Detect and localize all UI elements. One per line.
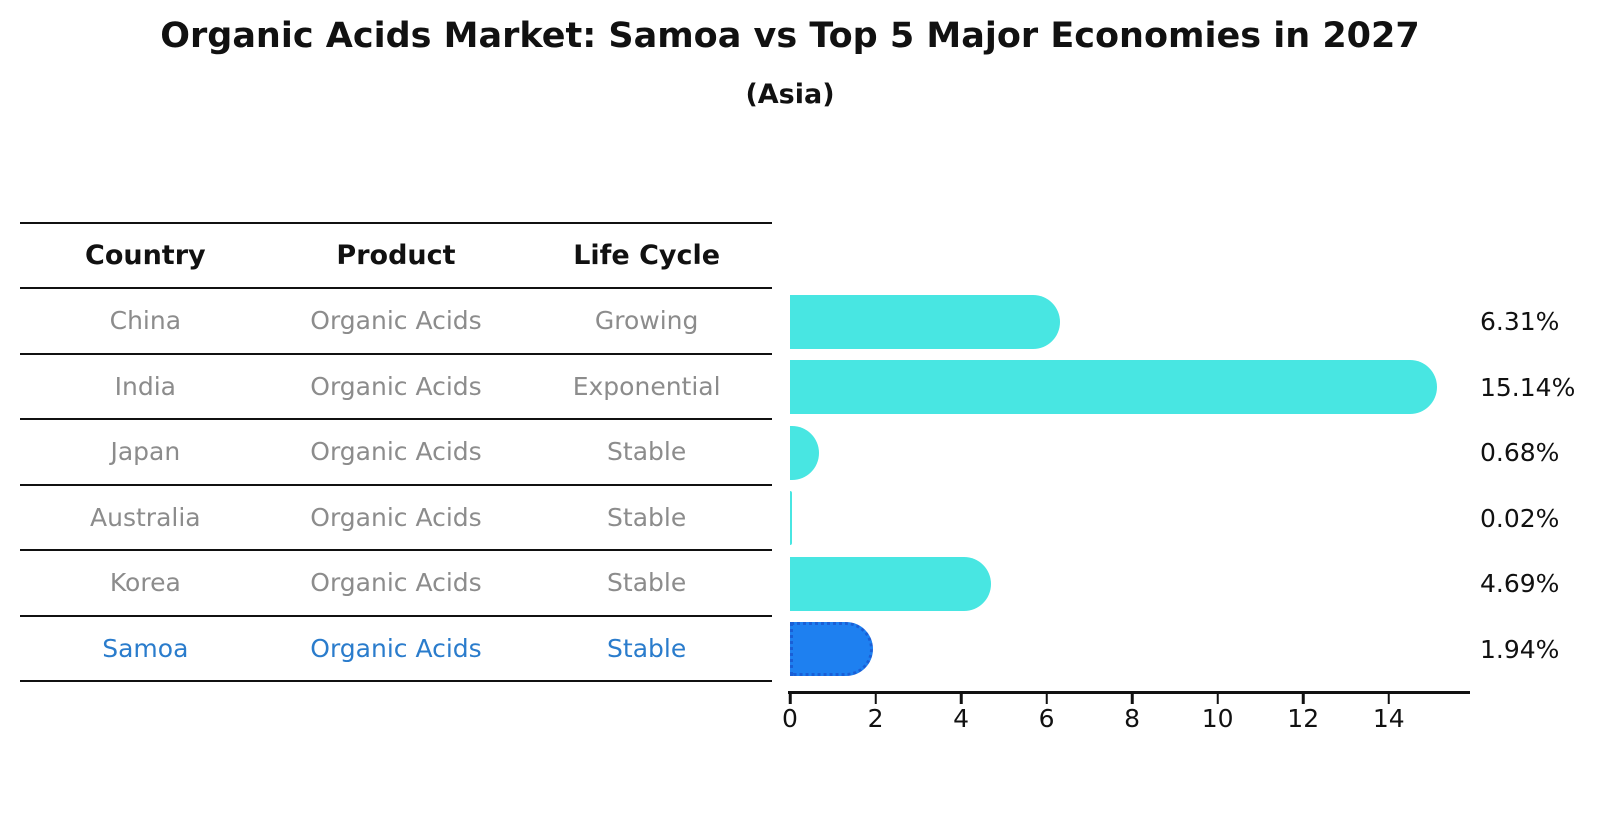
x-tick-label: 4	[953, 704, 970, 733]
bar-row	[790, 486, 1470, 552]
cell-product: Organic Acids	[310, 633, 482, 663]
cell-product: Organic Acids	[310, 306, 482, 336]
cell-life-cycle: Stable	[607, 633, 687, 663]
table-row-china: China Organic Acids Growing	[20, 289, 772, 355]
table-row-india: India Organic Acids Exponential	[20, 355, 772, 420]
bar-china	[790, 294, 1060, 349]
value-label-japan: 0.68%	[1480, 438, 1560, 468]
x-tick-mark	[1045, 694, 1048, 704]
value-label-australia: 0.02%	[1480, 503, 1560, 533]
x-tick-label: 8	[1124, 704, 1141, 733]
bar-plot-area	[790, 289, 1470, 682]
x-tick-label: 14	[1372, 704, 1405, 733]
page-title: Organic Acids Market: Samoa vs Top 5 Maj…	[160, 16, 1420, 56]
x-axis-tick-labels: 0 2 4 6 8 10 12 14	[782, 704, 1470, 734]
value-label-india: 15.14%	[1480, 372, 1576, 402]
header-cell-country: Country	[85, 240, 206, 271]
bar-row	[790, 551, 1470, 617]
page-subtitle: (Asia)	[745, 79, 835, 110]
cell-life-cycle: Stable	[607, 437, 687, 467]
data-table: Country Product Life Cycle China Organic…	[20, 222, 772, 682]
x-tick-label: 10	[1201, 704, 1234, 733]
bar-india	[790, 360, 1438, 415]
table-row-australia: Australia Organic Acids Stable	[20, 486, 772, 551]
cell-product: Organic Acids	[310, 568, 482, 598]
bar-korea	[790, 556, 991, 611]
bar-row	[790, 355, 1470, 421]
x-tick-label: 0	[782, 704, 798, 733]
cell-country: China	[109, 306, 182, 336]
bar-japan	[790, 425, 820, 480]
bar-samoa-highlighted	[790, 622, 873, 677]
cell-life-cycle: Stable	[607, 502, 687, 532]
x-tick-mark	[1301, 694, 1305, 704]
header-cell-life-cycle: Life Cycle	[573, 240, 721, 271]
x-tick-mark	[1130, 694, 1134, 704]
table-row-samoa: Samoa Organic Acids Stable	[20, 617, 772, 682]
header-cell-product: Product	[336, 240, 456, 271]
cell-product: Organic Acids	[310, 371, 482, 401]
cell-life-cycle: Growing	[594, 306, 699, 336]
bar-row	[790, 289, 1470, 355]
bar-row	[790, 617, 1470, 683]
table-header-row: Country Product Life Cycle	[20, 222, 772, 289]
value-label-china: 6.31%	[1480, 307, 1560, 337]
bar-value-labels: 6.31% 15.14% 0.68% 0.02% 4.69% 1.94%	[1480, 289, 1604, 682]
x-tick-label: 2	[867, 704, 884, 733]
table-row-japan: Japan Organic Acids Stable	[20, 420, 772, 486]
bar-row	[790, 420, 1470, 486]
cell-country: India	[114, 371, 176, 401]
x-tick-mark	[1216, 694, 1219, 704]
value-label-samoa: 1.94%	[1480, 634, 1560, 664]
x-axis-ticks	[788, 694, 1470, 704]
table-row-korea: Korea Organic Acids Stable	[20, 551, 772, 617]
bar-australia	[790, 491, 792, 546]
x-tick-label: 12	[1287, 704, 1320, 733]
x-tick-mark	[788, 694, 792, 704]
x-tick-mark	[959, 694, 963, 704]
cell-product: Organic Acids	[310, 502, 482, 532]
cell-country: Korea	[109, 568, 181, 598]
x-tick-mark	[874, 694, 877, 704]
x-tick-mark	[1387, 694, 1390, 704]
value-label-korea: 4.69%	[1480, 569, 1560, 599]
cell-country: Samoa	[102, 633, 189, 663]
x-tick-label: 6	[1038, 704, 1055, 733]
cell-country: Japan	[110, 437, 181, 467]
cell-product: Organic Acids	[310, 437, 482, 467]
cell-life-cycle: Stable	[607, 568, 687, 598]
x-axis-line	[788, 691, 1470, 694]
cell-country: Australia	[90, 502, 201, 532]
cell-life-cycle: Exponential	[572, 371, 721, 401]
